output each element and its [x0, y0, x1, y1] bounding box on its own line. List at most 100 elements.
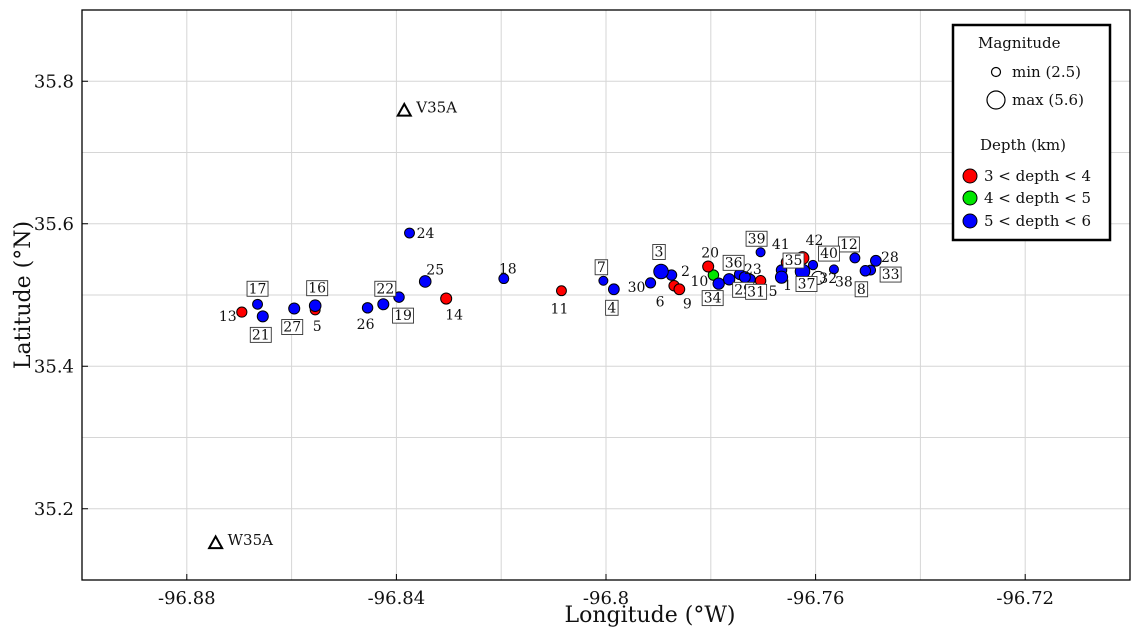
event-marker-12 [849, 252, 861, 264]
x-tick-label: -96.76 [787, 588, 845, 609]
event-label-box-16 [306, 280, 329, 297]
event-label-26: 26 [357, 317, 375, 333]
event-marker-27 [288, 302, 301, 315]
event-label-22: 22 [376, 281, 394, 297]
event-marker-9 [673, 283, 686, 296]
legend-box [951, 23, 1112, 242]
x-axis-label: Longitude (°W) [564, 603, 735, 628]
event-label-16: 16 [308, 281, 326, 297]
event-label-40: 40 [820, 246, 838, 262]
event-label-box-36 [722, 254, 745, 271]
event-label-11: 11 [551, 302, 569, 318]
x-tick-label: -96.84 [368, 588, 426, 609]
event-label-box-33 [879, 266, 902, 283]
event-marker-38 [828, 264, 839, 275]
event-marker-10 [707, 269, 720, 281]
event-label-21: 21 [252, 327, 270, 343]
event-marker-24 [404, 227, 415, 239]
x-tick-label: -96.88 [158, 588, 216, 609]
event-label-3: 3 [655, 244, 664, 260]
legend-depth-label-4-5: 4 < depth < 5 [984, 189, 1091, 207]
legend-depth-label-3-4: 3 < depth < 4 [984, 167, 1091, 185]
event-label-10: 10 [691, 274, 709, 290]
event-label-5: 5 [313, 319, 322, 335]
event-label-2: 2 [681, 264, 690, 280]
event-label-23: 23 [744, 262, 762, 278]
y-tick-label: 35.6 [34, 214, 74, 235]
x-tick-label: -96.8 [583, 588, 629, 609]
event-label-18: 18 [499, 262, 517, 278]
event-marker-17 [252, 298, 263, 310]
event-label-box-40 [818, 245, 840, 262]
event-marker-8 [859, 265, 872, 277]
event-label-box-21 [249, 326, 272, 343]
event-label-17: 17 [249, 281, 267, 297]
event-label-box-4 [605, 299, 619, 316]
event-label-24: 24 [417, 226, 435, 242]
event-label-32: 32 [819, 271, 837, 287]
event-label-19: 19 [394, 308, 412, 324]
event-marker-39 [755, 247, 766, 258]
event-label-38: 38 [835, 274, 853, 290]
event-label-14: 14 [445, 308, 463, 324]
legend-max-label: max (5.6) [1012, 91, 1084, 109]
tick-labels-layer: -96.88 -96.84 -96.8 -96.76 -96.72 35.2 35.4 35.… [34, 71, 1054, 609]
event-label-27: 27 [283, 320, 301, 336]
station-marker-W35A [207, 534, 224, 550]
event-label-41: 41 [772, 237, 790, 253]
event-label-box-34 [701, 290, 724, 307]
event-label-31: 31 [747, 284, 765, 300]
event-label-34: 34 [704, 291, 722, 307]
event-label-36: 36 [725, 255, 743, 271]
event-label-12: 12 [840, 237, 858, 253]
event-marker-29 [722, 273, 736, 286]
event-marker-40 [807, 259, 819, 271]
event-marker-4 [607, 283, 620, 296]
event-label-4: 4 [607, 300, 616, 316]
event-label-9: 9 [683, 296, 692, 312]
legend-depth-swatch-5-6 [962, 213, 978, 229]
event-marker-16 [308, 299, 322, 312]
y-tick-label: 35.2 [34, 499, 74, 520]
event-marker-14 [440, 292, 453, 305]
event-label-37: 37 [798, 276, 816, 292]
station-marker-V35A [396, 101, 413, 117]
legend-max-marker [986, 90, 1006, 110]
event-marker-3 [653, 263, 669, 280]
event-label-35: 35 [785, 253, 803, 269]
event-label-box-8 [854, 281, 869, 298]
event-marker-20 [702, 260, 715, 273]
event-marker-7 [598, 275, 609, 286]
legend-depth-swatch-4-5 [962, 190, 978, 206]
legend-depth-label-5-6: 5 < depth < 6 [984, 212, 1091, 230]
y-axis-label: Latitude (°N) [11, 221, 36, 369]
event-label-39: 39 [748, 231, 766, 247]
event-marker-22 [377, 298, 390, 311]
event-marker-11 [556, 285, 567, 297]
event-label-box-37 [795, 276, 818, 292]
event-marker-30 [644, 277, 657, 289]
event-label-box-17 [246, 280, 269, 297]
grid-layer [81, 10, 1130, 580]
event-marker-18 [498, 273, 510, 285]
event-label-1: 1 [783, 278, 792, 294]
event-marker-25 [418, 275, 432, 288]
event-label-13: 13 [219, 309, 237, 325]
event-marker-1 [774, 270, 789, 284]
event-label-7: 7 [597, 260, 606, 276]
event-label-box-7 [594, 259, 609, 276]
y-tick-label: 35.4 [34, 356, 74, 377]
event-marker-28 [869, 254, 882, 267]
event-marker-34 [712, 277, 725, 290]
event-label-42: 42 [806, 233, 824, 249]
event-label-28: 28 [881, 250, 899, 266]
legend-magnitude-title: Magnitude [978, 34, 1061, 52]
stations-layer: V35A W35A [207, 98, 457, 550]
event-label-box-39 [745, 230, 768, 247]
legend-min-marker [990, 66, 1002, 78]
station-label-V35A: V35A [415, 98, 457, 116]
event-label-box-3 [652, 244, 666, 260]
